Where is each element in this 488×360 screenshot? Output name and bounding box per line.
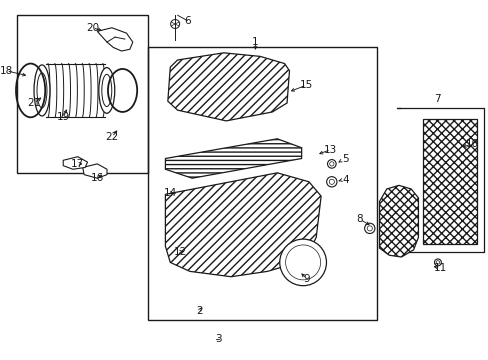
Text: 22: 22: [105, 132, 118, 142]
Text: 20: 20: [86, 23, 99, 33]
Polygon shape: [165, 173, 321, 277]
Polygon shape: [82, 164, 107, 178]
Text: 16: 16: [90, 173, 103, 183]
Text: 9: 9: [303, 274, 309, 284]
Circle shape: [433, 259, 441, 266]
Text: 21: 21: [27, 98, 41, 108]
Text: 5: 5: [342, 153, 348, 163]
Text: 13: 13: [324, 145, 337, 154]
Ellipse shape: [34, 65, 50, 116]
Text: 17: 17: [71, 159, 84, 169]
Text: 3: 3: [215, 334, 222, 345]
Text: 15: 15: [299, 80, 312, 90]
Text: 8: 8: [356, 215, 363, 224]
Polygon shape: [63, 157, 87, 169]
Polygon shape: [167, 53, 289, 121]
Ellipse shape: [37, 73, 47, 108]
Polygon shape: [379, 185, 418, 257]
Ellipse shape: [99, 68, 115, 113]
Polygon shape: [165, 139, 301, 178]
Text: 4: 4: [342, 175, 348, 185]
Circle shape: [329, 162, 333, 166]
Text: 11: 11: [433, 263, 446, 273]
Text: 19: 19: [57, 112, 70, 122]
Circle shape: [366, 226, 371, 231]
Circle shape: [327, 159, 335, 168]
Text: 10: 10: [465, 139, 478, 149]
Polygon shape: [97, 28, 133, 51]
Text: 14: 14: [163, 188, 177, 198]
Bar: [17, 15, 148, 173]
Ellipse shape: [285, 245, 320, 280]
Text: 2: 2: [196, 306, 203, 316]
Text: 7: 7: [434, 94, 440, 104]
Circle shape: [170, 19, 179, 28]
Polygon shape: [423, 119, 476, 244]
Text: 6: 6: [183, 15, 190, 26]
Ellipse shape: [279, 239, 326, 286]
Text: 18: 18: [0, 66, 13, 76]
Circle shape: [435, 261, 439, 264]
Circle shape: [328, 179, 334, 184]
Text: 1: 1: [252, 37, 258, 47]
Text: 12: 12: [173, 247, 186, 257]
Circle shape: [326, 177, 336, 187]
Circle shape: [364, 223, 374, 234]
Ellipse shape: [102, 74, 112, 107]
Bar: [148, 48, 376, 320]
